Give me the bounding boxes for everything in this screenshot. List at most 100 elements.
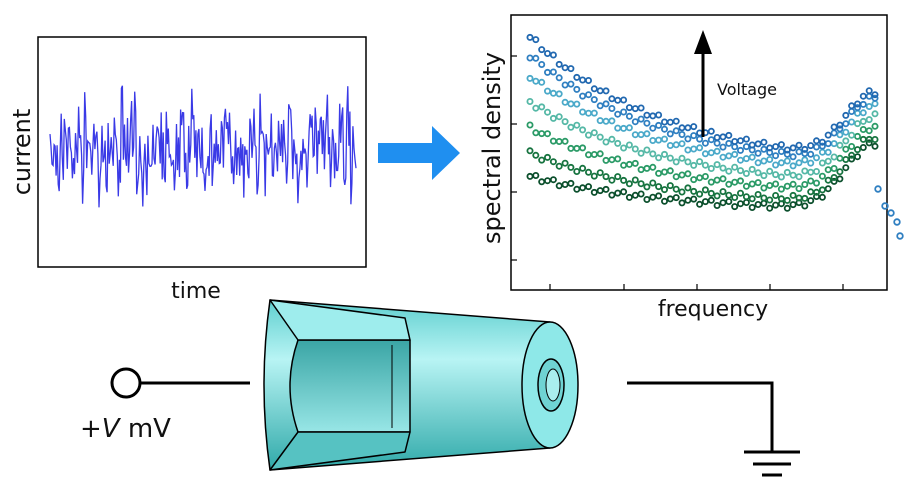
spectrum-point: [818, 159, 826, 167]
spectrum-point: [573, 100, 581, 108]
spectrum-point: [731, 163, 739, 171]
spectrum-point: [666, 154, 674, 162]
spectrum-point: [672, 127, 680, 135]
spectrum-point: [585, 91, 593, 99]
spectrum-point: [555, 90, 563, 98]
spectrum-point: [643, 119, 651, 127]
spectrum-point: [795, 173, 803, 181]
spectrum-point: [859, 117, 867, 125]
spectrum-point: [567, 179, 575, 187]
spectrum-point: [567, 65, 575, 73]
spectrum-point: [544, 153, 552, 161]
spectrum-point: [881, 202, 889, 210]
spectrum-point: [684, 158, 692, 166]
spectrum-point: [585, 77, 593, 85]
spectrum-point: [737, 137, 745, 145]
spectrum-point: [608, 117, 616, 125]
spectrum-y-ticks: [511, 55, 517, 261]
spectrum-point: [538, 46, 546, 54]
spectrum-point: [725, 167, 733, 175]
spectrum-point: [643, 130, 651, 138]
spectrum-point: [555, 60, 563, 68]
spectrum-point: [690, 132, 698, 140]
spectrum-point: [848, 118, 856, 126]
spectrum-point: [590, 188, 598, 196]
spectrum-point: [655, 192, 663, 200]
spectrum-x-ticks: [549, 284, 844, 290]
spectrum-point: [631, 118, 639, 126]
spectrum-point: [807, 150, 815, 158]
spectrum-point: [567, 80, 575, 88]
spectrum-point: [625, 112, 633, 120]
spectrum-point: [813, 167, 821, 175]
spectrum-point: [614, 173, 622, 181]
spectrum-point: [696, 158, 704, 166]
spectrum-point: [585, 183, 593, 191]
spectrum-point: [871, 110, 879, 118]
spectrum-point: [813, 188, 821, 196]
spectrum-point: [707, 164, 715, 172]
spectrum-point: [561, 98, 569, 106]
spectrum-point: [678, 188, 686, 196]
spectrum-point: [666, 130, 674, 138]
spectrum-point: [719, 175, 727, 183]
spectrum-point: [748, 153, 756, 161]
spectrum-point: [865, 87, 873, 95]
spectrum-point: [526, 33, 534, 41]
spectrum-point: [672, 117, 680, 125]
spectrum-point: [783, 146, 791, 154]
spectrum-point: [742, 182, 750, 190]
spectrum-point: [526, 121, 534, 129]
spectrum-point: [608, 135, 616, 143]
spectrum-point: [766, 155, 774, 163]
spectrum-point: [684, 135, 692, 143]
spectrum-point: [678, 199, 686, 207]
frequency-axis-label: frequency: [658, 297, 768, 322]
spectral-density-axis-label: spectral density: [478, 52, 506, 244]
spectrum-point: [824, 176, 832, 184]
spectrum-point: [602, 87, 610, 95]
spectrum-point: [818, 193, 826, 201]
spectrum-point: [789, 144, 797, 152]
spectrum-point: [772, 180, 780, 188]
spectrum-point: [538, 103, 546, 111]
spectrum-point: [789, 180, 797, 188]
spectrum-point: [854, 104, 862, 112]
spectrum-point: [696, 200, 704, 208]
spectrum-point: [818, 142, 826, 150]
spectrum-point: [544, 50, 552, 58]
spectrum-point: [608, 176, 616, 184]
spectrum-point: [631, 145, 639, 153]
spectral-density-plot: Voltage spectral density frequency: [478, 14, 904, 322]
spectrum-point: [824, 148, 832, 156]
spectrum-point: [526, 74, 534, 82]
spectrum-point: [701, 139, 709, 147]
spectrum-point: [789, 171, 797, 179]
spectrum-point: [842, 145, 850, 153]
spectrum-point: [772, 191, 780, 199]
spectrum-point: [666, 182, 674, 190]
spectrum-point: [549, 68, 557, 76]
spectrum-point: [590, 85, 598, 93]
spectrum-point: [742, 169, 750, 177]
spectrum-point: [854, 100, 862, 108]
spectrum-point: [690, 187, 698, 195]
spectrum-point: [713, 176, 721, 184]
spectrum-point: [848, 142, 856, 150]
spectrum-point: [561, 159, 569, 167]
spectrum-point: [859, 126, 867, 134]
current-time-plot: current time: [8, 36, 367, 304]
spectrum-point: [807, 159, 815, 167]
spectrum-point: [772, 161, 780, 169]
spectrum-point: [754, 190, 762, 198]
spectrum-point: [637, 190, 645, 198]
spectrum-point: [783, 150, 791, 158]
spectrum-point: [579, 164, 587, 172]
spectrum-point: [696, 144, 704, 152]
spectrum-point: [842, 164, 850, 172]
spectrum-series-4: [526, 98, 879, 181]
spectrum-point: [684, 184, 692, 192]
spectrum-point: [643, 195, 651, 203]
spectrum-point: [887, 209, 895, 217]
voltage-annotation: Voltage: [717, 80, 777, 99]
